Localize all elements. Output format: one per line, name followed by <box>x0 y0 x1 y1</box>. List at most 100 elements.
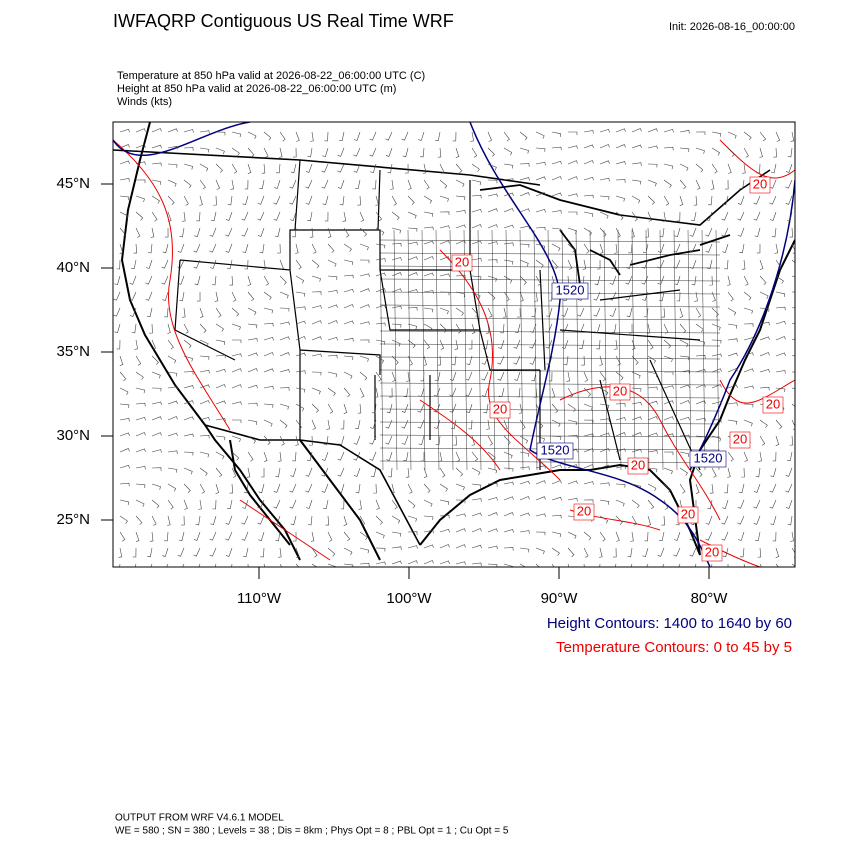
wind-barb <box>711 339 722 344</box>
wind-barb <box>519 225 530 230</box>
wind-barb <box>599 160 610 165</box>
wind-barb <box>514 371 521 381</box>
wind-barb <box>567 403 576 412</box>
wind-barb <box>151 483 161 490</box>
wind-barb <box>385 419 393 429</box>
wind-barb <box>695 131 706 136</box>
wind-barb <box>759 386 770 391</box>
wind-barb <box>615 403 626 407</box>
wind-barb <box>213 195 217 206</box>
county-line <box>421 229 426 471</box>
wind-barb <box>179 291 185 302</box>
wind-barb <box>388 467 393 478</box>
wind-barb <box>167 515 171 526</box>
wind-barb <box>375 561 386 566</box>
wind-barb <box>260 547 265 558</box>
wind-barb <box>359 515 366 526</box>
wind-barb <box>567 176 578 181</box>
wind-barb <box>770 515 777 526</box>
wind-barb <box>679 416 690 421</box>
temperature-contour-label: 20 <box>577 503 591 518</box>
wind-barb <box>727 384 738 389</box>
wind-barb <box>759 435 766 446</box>
wind-barb <box>292 451 297 462</box>
wind-barb <box>390 179 394 190</box>
wind-barb <box>420 371 425 382</box>
wind-barb <box>311 243 317 254</box>
wind-barb <box>583 194 594 199</box>
wind-barb <box>225 243 233 253</box>
wind-barb <box>519 208 530 213</box>
wind-barb <box>374 387 379 398</box>
wind-barb <box>151 432 162 437</box>
wind-barb <box>615 499 625 507</box>
wind-barb <box>503 547 514 551</box>
wind-barb <box>420 451 425 462</box>
wind-barb <box>343 338 354 342</box>
wind-barb <box>274 179 281 189</box>
wind-barb <box>183 339 192 349</box>
wind-barb <box>631 515 637 526</box>
wind-barb <box>353 131 361 141</box>
wind-barb <box>615 179 626 183</box>
wind-barb <box>631 355 639 365</box>
wind-barb <box>359 339 370 344</box>
wind-barb <box>449 403 457 413</box>
county-line <box>379 460 721 464</box>
wind-barb <box>615 448 626 453</box>
temperature-contour-label: 20 <box>733 431 747 446</box>
wind-barb <box>471 208 482 213</box>
contour-label-box <box>536 442 574 460</box>
contour-label-box <box>762 396 784 414</box>
wind-barb <box>689 243 697 253</box>
wind-barb <box>194 227 201 237</box>
wind-barb <box>519 547 530 553</box>
wind-barb <box>519 291 524 302</box>
wind-barb <box>615 227 621 238</box>
wind-barb <box>289 483 297 493</box>
wind-barb <box>311 305 322 309</box>
wind-barb <box>679 483 686 494</box>
wind-barb <box>322 147 329 157</box>
contour-label-box <box>701 544 723 562</box>
wind-barb <box>405 467 410 478</box>
wind-barb <box>193 531 201 541</box>
wind-barb <box>327 259 337 267</box>
wind-barb <box>327 243 335 254</box>
wind-barb <box>375 272 386 277</box>
wind-barb <box>487 467 498 474</box>
temperature-contour-label: 20 <box>455 254 469 269</box>
wind-barb <box>663 416 674 421</box>
wind-barb <box>452 131 457 142</box>
wind-barb <box>401 403 409 413</box>
wind-barb <box>759 307 770 312</box>
wind-barb <box>229 483 234 494</box>
wind-barb <box>375 499 380 510</box>
wind-barb <box>599 371 606 382</box>
wind-barb <box>279 403 290 410</box>
wind-barb <box>583 243 590 254</box>
wind-barb <box>695 179 701 190</box>
wind-barb <box>177 547 185 557</box>
wind-barb <box>151 195 160 204</box>
wind-barb <box>471 163 480 172</box>
wind-barb <box>215 368 226 373</box>
wind-barb <box>423 515 434 520</box>
wind-barb <box>487 291 496 301</box>
wind-barb <box>551 496 562 501</box>
wind-barb <box>756 243 761 254</box>
wind-barb <box>535 465 546 469</box>
wind-barb <box>167 355 177 364</box>
wind-barb <box>609 307 617 317</box>
wind-barb <box>151 355 159 365</box>
wind-barb <box>343 288 354 293</box>
wind-barb <box>359 259 370 264</box>
wind-barb <box>518 403 523 414</box>
wind-barb <box>215 435 226 441</box>
wind-barb <box>659 227 665 238</box>
wind-barb <box>769 483 777 493</box>
wind-barb <box>401 131 409 141</box>
wind-barb <box>615 432 626 437</box>
wind-barb <box>423 179 430 190</box>
wind-barb <box>209 531 217 541</box>
